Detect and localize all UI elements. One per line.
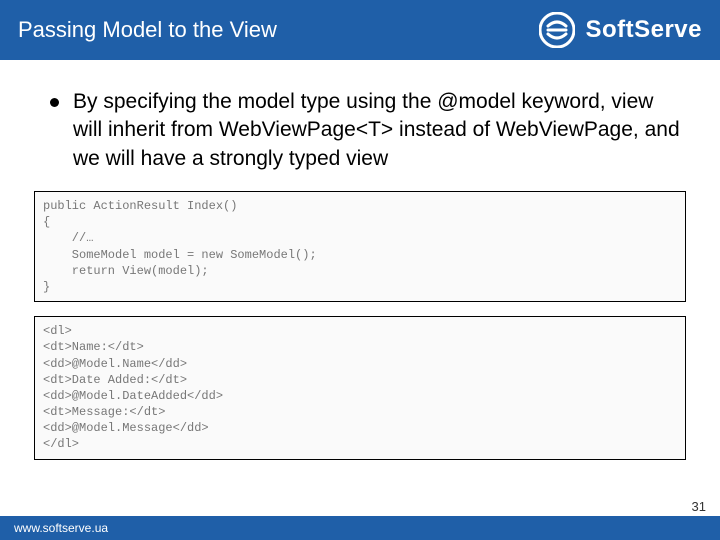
header-bar: Passing Model to the View SoftServe <box>0 0 720 60</box>
footer-url: www.softserve.ua <box>14 521 108 535</box>
page-number: 31 <box>692 499 706 514</box>
content-area: By specifying the model type using the @… <box>0 60 720 540</box>
bullet-text: By specifying the model type using the @… <box>73 88 688 173</box>
footer-bar: www.softserve.ua <box>0 516 720 540</box>
brand-name: SoftServe <box>585 16 702 44</box>
slide-title: Passing Model to the View <box>18 17 277 43</box>
brand: SoftServe <box>539 12 702 48</box>
code-block-view: <dl> <dt>Name:</dt> <dd>@Model.Name</dd>… <box>34 316 686 460</box>
code-block-controller: public ActionResult Index() { //… SomeMo… <box>34 191 686 302</box>
softserve-logo-icon <box>539 12 575 48</box>
bullet-item: By specifying the model type using the @… <box>32 88 688 173</box>
slide: Passing Model to the View SoftServe By s… <box>0 0 720 540</box>
bullet-dot-icon <box>50 98 59 107</box>
